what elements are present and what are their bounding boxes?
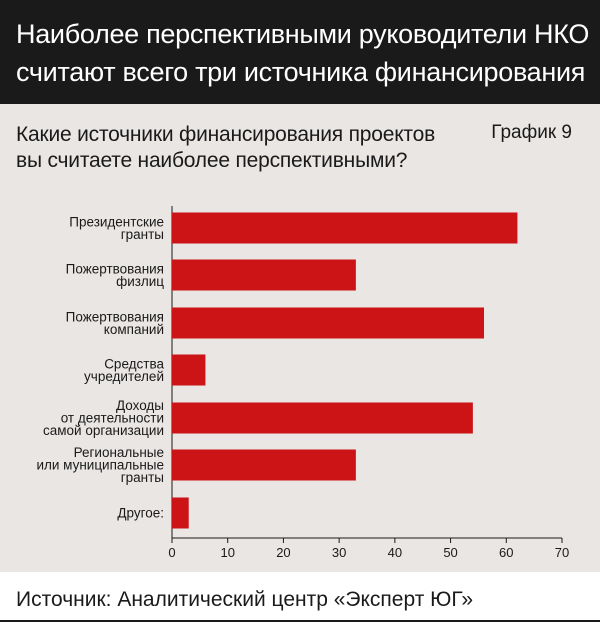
category-label: самой организации (43, 423, 164, 438)
source-note: Источник: Аналитический центр «Эксперт Ю… (16, 588, 474, 611)
header-banner: Наиболее перспективными руководители НКО… (0, 0, 600, 104)
chart-number: График 9 (491, 122, 572, 143)
x-tick-label: 0 (168, 545, 175, 560)
category-label: физлиц (116, 274, 164, 289)
bar (172, 497, 189, 529)
bar (172, 354, 206, 386)
bar (172, 212, 518, 244)
category-label: Другое: (117, 506, 164, 521)
bar (172, 307, 484, 339)
x-tick-label: 20 (276, 545, 290, 560)
x-tick-label: 50 (443, 545, 457, 560)
x-tick-label: 40 (388, 545, 402, 560)
chart-question: Какие источники финансирования проектов … (16, 122, 435, 174)
x-tick-label: 30 (332, 545, 346, 560)
category-label: компаний (104, 322, 164, 337)
x-tick-label: 10 (220, 545, 234, 560)
category-label: или муниципальные (36, 458, 164, 473)
category-label: Средства (104, 356, 164, 371)
headline-line-1: Наиболее перспективными руководители НКО (16, 19, 590, 49)
bar (172, 259, 356, 291)
headline-line-2: считают всего три источника финансирован… (16, 57, 586, 87)
bar (172, 402, 473, 434)
category-label: Региональные (74, 445, 164, 460)
x-tick-label: 60 (499, 545, 513, 560)
question-line-1: Какие источники финансирования проектов (16, 123, 436, 146)
category-label: гранты (121, 470, 164, 485)
footer: Источник: Аналитический центр «Эксперт Ю… (0, 572, 600, 632)
category-label: Пожертвования (66, 261, 164, 276)
category-label: гранты (121, 227, 164, 242)
bottom-divider (0, 620, 600, 622)
bar (172, 449, 356, 481)
category-label: учредителей (84, 369, 164, 384)
category-label: Президентские (69, 214, 164, 229)
x-tick-label: 70 (555, 545, 569, 560)
category-label: Доходы (116, 398, 164, 413)
category-label: Пожертвования (66, 309, 164, 324)
category-label: от деятельности (61, 411, 164, 426)
question-line-2: вы считаете наиболее перспективными? (16, 149, 408, 172)
